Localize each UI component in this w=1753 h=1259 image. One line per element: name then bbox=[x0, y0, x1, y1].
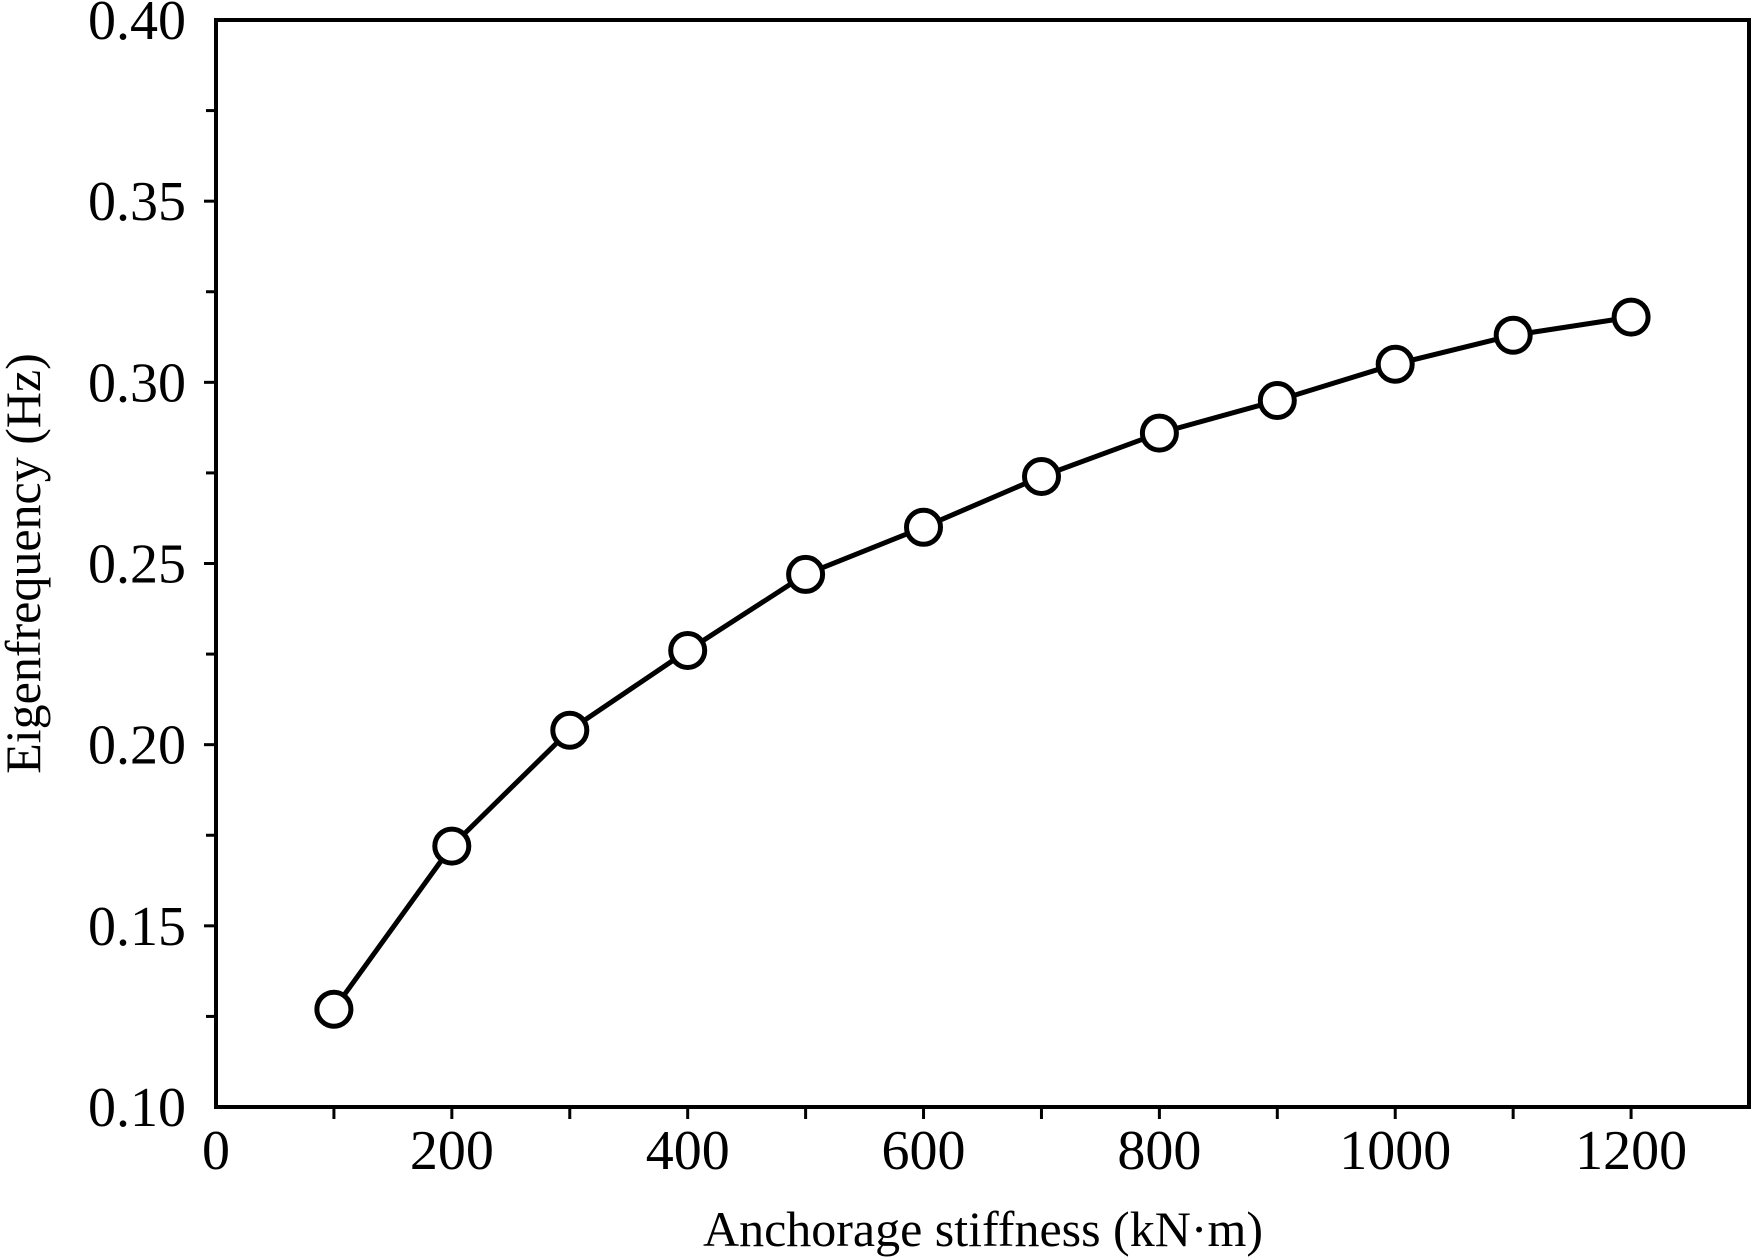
y-tick-label: 0.35 bbox=[88, 171, 186, 233]
axis-ticks bbox=[204, 109, 1633, 1119]
x-tick-label: 1200 bbox=[1575, 1120, 1687, 1182]
y-tick-label: 0.10 bbox=[88, 1077, 186, 1139]
y-tick-label: 0.20 bbox=[88, 715, 186, 777]
data-point bbox=[904, 507, 943, 547]
data-point bbox=[1139, 413, 1179, 453]
data-series bbox=[314, 297, 1651, 1029]
x-tick-label: 800 bbox=[1117, 1120, 1201, 1182]
x-tick-label: 0 bbox=[202, 1120, 230, 1182]
x-tick-label: 200 bbox=[410, 1120, 494, 1182]
data-point bbox=[432, 826, 472, 866]
y-tick-label: 0.40 bbox=[88, 0, 186, 52]
x-tick-label: 600 bbox=[882, 1120, 966, 1182]
data-point bbox=[550, 710, 590, 750]
data-point bbox=[314, 989, 354, 1029]
x-axis-label: Anchorage stiffness (kN·m) bbox=[703, 1201, 1263, 1257]
y-tick-label: 0.30 bbox=[88, 352, 186, 414]
plot-frame bbox=[214, 18, 1751, 1109]
tick-labels: 0 200 400 600 800 1000 1200 0.10 0.15 0.20 0.25 0.3… bbox=[88, 0, 1687, 1182]
x-tick-label: 400 bbox=[646, 1120, 730, 1182]
y-tick-label: 0.25 bbox=[88, 534, 186, 596]
data-point bbox=[1022, 457, 1061, 496]
data-point bbox=[1375, 344, 1415, 384]
series-line bbox=[331, 314, 1632, 1011]
data-point bbox=[1611, 297, 1651, 337]
data-point bbox=[668, 631, 708, 670]
y-tick-label: 0.15 bbox=[88, 896, 186, 958]
y-axis-label: Eigenfrequency (Hz) bbox=[0, 353, 51, 774]
data-point bbox=[1493, 315, 1533, 355]
x-tick-label: 1000 bbox=[1339, 1120, 1451, 1182]
data-point bbox=[1257, 381, 1297, 420]
data-point bbox=[786, 554, 826, 594]
